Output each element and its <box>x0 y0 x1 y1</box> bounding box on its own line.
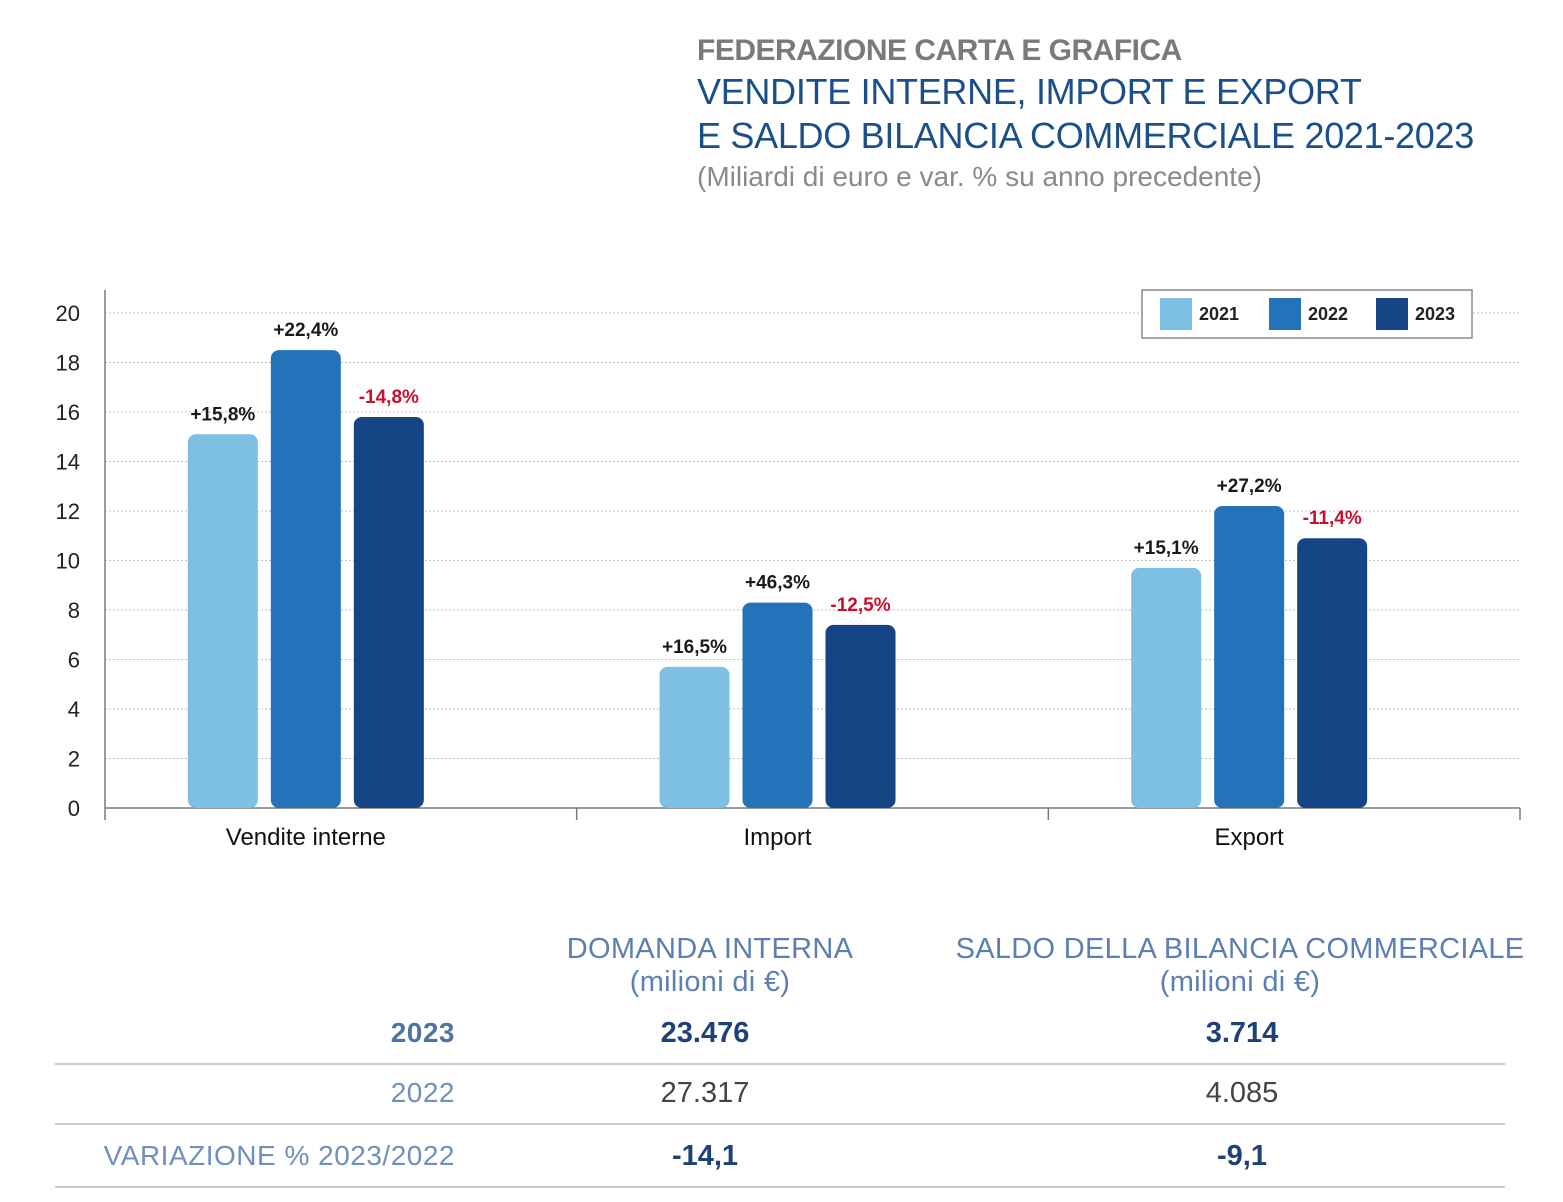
legend-swatch-2022 <box>1269 298 1301 330</box>
col-domanda-interna-heading: DOMANDA INTERNA <box>566 933 854 965</box>
data-label: -11,4% <box>1303 508 1362 529</box>
data-label: +16,5% <box>662 637 727 658</box>
cell-domanda-2022: 27.317 <box>660 1077 750 1109</box>
y-tick-label: 6 <box>68 648 80 673</box>
bar-2022 <box>270 350 341 808</box>
legend-swatch-2023 <box>1376 298 1408 330</box>
data-label: +46,3% <box>745 573 810 594</box>
cell-saldo-2023: 3.714 <box>1205 1017 1279 1049</box>
x-category-label: Export <box>1214 824 1284 851</box>
chart-title-line-2: E SALDO BILANCIA COMMERCIALE 2021-2023 <box>697 115 1474 156</box>
legend-label: 2023 <box>1415 304 1455 324</box>
col-saldo-heading: SALDO DELLA BILANCIA COMMERCIALE <box>955 933 1525 965</box>
bar-2023 <box>353 416 424 808</box>
row-label-2023: 2023 <box>390 1017 455 1048</box>
col-domanda-interna-unit: (milioni di €) <box>629 966 791 998</box>
row-label-variazione: VARIAZIONE % 2023/2022 <box>103 1140 455 1171</box>
chart-header: FEDERAZIONE CARTA E GRAFICA VENDITE INTE… <box>697 32 1474 196</box>
organization-name: FEDERAZIONE CARTA E GRAFICA <box>697 34 1182 67</box>
bar-2023 <box>825 624 896 808</box>
table-divider <box>55 1063 1505 1065</box>
chart-subtitle: (Miliardi di euro e var. % su anno prece… <box>697 161 1262 192</box>
bar-2023 <box>1297 538 1368 808</box>
legend-label: 2021 <box>1199 304 1239 324</box>
table-divider <box>55 1123 1505 1125</box>
legend-box <box>1141 289 1473 339</box>
col-saldo-unit: (milioni di €) <box>1159 966 1321 998</box>
row-label-2022: 2022 <box>390 1077 455 1108</box>
data-label: +22,4% <box>273 320 338 341</box>
y-tick-label: 2 <box>68 747 80 772</box>
y-tick-label: 18 <box>56 351 80 376</box>
data-label: +27,2% <box>1217 476 1282 497</box>
y-tick-label: 14 <box>56 450 80 475</box>
bar-chart: 0 2 4 6 8 10 12 14 16 18 20 +15,8% +22,4% -14,8% Vendi… <box>56 289 1521 851</box>
x-category-label: Vendite interne <box>226 824 386 851</box>
bar-2021 <box>659 666 730 808</box>
data-label: +15,1% <box>1134 538 1199 559</box>
cell-domanda-2023: 23.476 <box>660 1017 750 1049</box>
cell-saldo-2022: 4.085 <box>1205 1077 1279 1109</box>
data-label: +15,8% <box>190 404 255 425</box>
x-category-label: Import <box>743 824 811 851</box>
bar-2022 <box>1214 506 1285 808</box>
y-tick-label: 0 <box>68 796 80 821</box>
cell-domanda-variazione: -14,1 <box>671 1140 739 1172</box>
y-tick-label: 12 <box>56 499 80 524</box>
legend-label: 2022 <box>1308 304 1348 324</box>
y-tick-label: 10 <box>56 549 80 574</box>
legend-swatch-2021 <box>1160 298 1192 330</box>
data-label: -12,5% <box>830 595 890 616</box>
y-tick-label: 16 <box>56 400 80 425</box>
y-tick-label: 4 <box>68 697 80 722</box>
data-label: -14,8% <box>359 387 419 408</box>
cell-saldo-variazione: -9,1 <box>1217 1140 1267 1172</box>
bar-2021 <box>187 434 258 808</box>
bar-2021 <box>1131 567 1202 808</box>
chart-title-line-1: VENDITE INTERNE, IMPORT E EXPORT <box>697 71 1362 112</box>
y-tick-label: 20 <box>56 301 80 326</box>
bar-2022 <box>742 602 813 808</box>
y-tick-label: 8 <box>68 598 80 623</box>
table-divider <box>55 1186 1505 1188</box>
